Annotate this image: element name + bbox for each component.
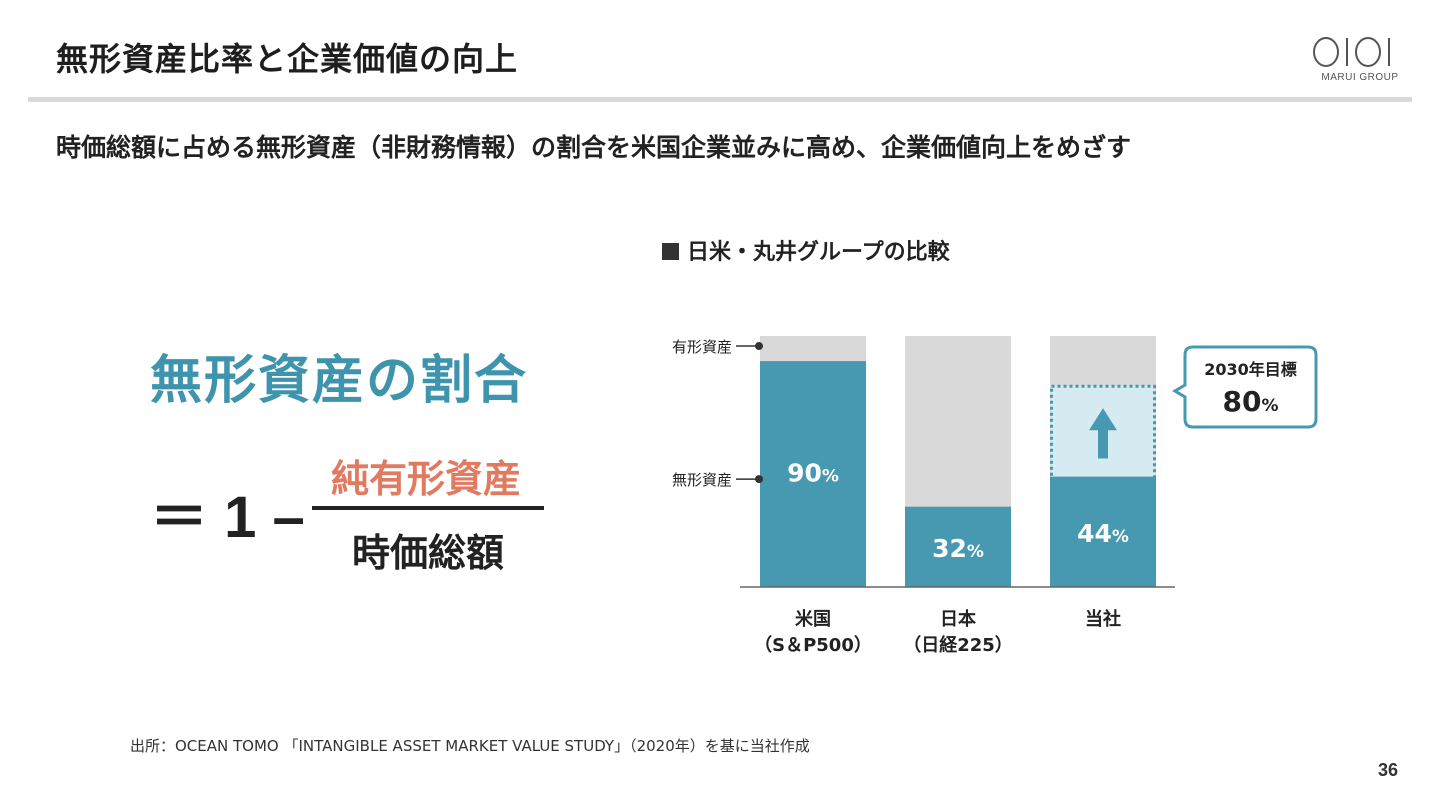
category-sublabel-0: （S＆P500） (754, 635, 872, 656)
legend-intangible-label: 無形資産 (672, 471, 732, 489)
chart-heading-text: 日米・丸井グループの比較 (687, 240, 950, 265)
target-callout-title: 2030年目標 (1204, 360, 1297, 379)
formula-numerator: 純有形資産 (330, 457, 521, 501)
formula-lhs: ＝ 1 – (150, 485, 305, 550)
category-sublabel-1: （日経225） (903, 634, 1013, 656)
up-arrow-icon (1089, 408, 1117, 459)
chart-heading: 日米・丸井グループの比較 (662, 234, 950, 266)
target-callout-value: 80% (1222, 385, 1278, 418)
data-label-2: 44% (1077, 519, 1129, 548)
legend-tangible-dot (755, 342, 763, 351)
formula-title: 無形資産の割合 (150, 351, 529, 411)
category-label-0: 米国 (795, 608, 831, 630)
page-number: 36 (1378, 760, 1399, 780)
square-bullet-icon (662, 243, 679, 260)
company-logo: MARUI GROUP (1312, 36, 1408, 86)
legend-intangible-dot (755, 475, 763, 484)
formula-denominator: 時価総額 (351, 531, 504, 575)
source-note: 出所：OCEAN TOMO 「INTANGIBLE ASSET MARKET V… (130, 737, 810, 755)
page-title: 無形資産比率と企業価値の向上 (56, 40, 519, 78)
data-label-1: 32% (932, 534, 984, 563)
target-callout (1172, 345, 1318, 429)
bar-intangible-2 (1050, 476, 1156, 587)
category-label-1: 日本 (940, 608, 976, 630)
logo-text: MARUI GROUP (1321, 72, 1399, 83)
oioi-logo-icon (1313, 37, 1390, 67)
data-label-0: 90% (787, 459, 839, 488)
category-label-2: 当社 (1085, 608, 1121, 630)
fraction-line (312, 506, 544, 510)
bar-intangible-0 (760, 361, 866, 587)
title-divider (28, 97, 1412, 102)
page-subtitle: 時価総額に占める無形資産（非財務情報）の割合を米国企業並みに高め、企業価値向上を… (56, 133, 1132, 162)
bar-intangible-1 (905, 506, 1011, 587)
legend-tangible-label: 有形資産 (672, 338, 732, 356)
target-outline (1050, 384, 1156, 588)
